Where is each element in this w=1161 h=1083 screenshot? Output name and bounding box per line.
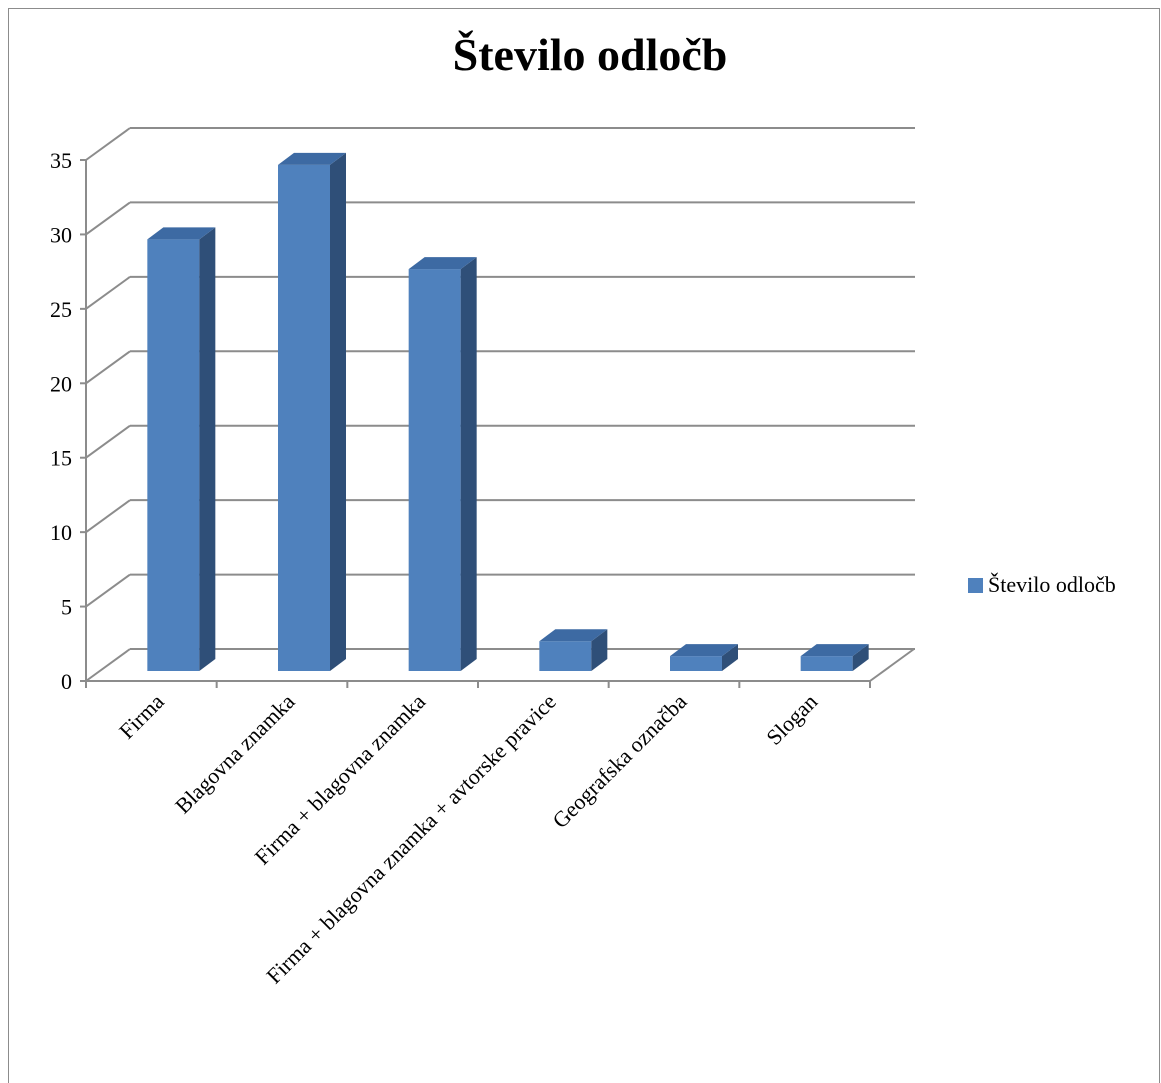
x-category-label: Firma + blagovna znamka + avtorske pravi… (261, 689, 561, 989)
bar-side (852, 644, 869, 671)
y-tick-label: 0 (61, 669, 72, 694)
gridline-diagonal (85, 424, 131, 459)
bar-top (800, 644, 869, 657)
bar-side (591, 629, 608, 671)
bar-side (330, 152, 346, 671)
bar-top (539, 629, 608, 642)
chart-title: Število odločb (452, 29, 728, 80)
bar-top (670, 644, 738, 657)
x-category-label: Slogan (761, 689, 822, 750)
bar-front (408, 269, 461, 671)
floor-right-edge (869, 648, 915, 682)
y-tick-label: 20 (50, 371, 72, 396)
y-tick-label: 30 (50, 222, 72, 247)
gridline-diagonal (85, 648, 131, 682)
legend-label: Število odločb (988, 572, 1116, 597)
x-category-label: Firma (114, 689, 169, 744)
y-tick-label: 25 (50, 297, 72, 322)
gridline-diagonal (85, 127, 131, 161)
bar-top (147, 227, 216, 240)
legend-swatch (968, 577, 983, 593)
bar-side (460, 257, 477, 671)
bar-top (408, 257, 477, 270)
bar-top (278, 152, 346, 165)
x-category-label: Geografska označba (547, 689, 691, 833)
y-tick-label: 15 (50, 446, 72, 471)
gridline-diagonal (85, 201, 131, 236)
bar-side (722, 644, 738, 671)
y-tick-label: 10 (50, 520, 72, 545)
gridline-diagonal (85, 350, 131, 385)
gridline-diagonal (85, 573, 131, 608)
bar-front (800, 656, 853, 671)
gridline-diagonal (85, 499, 131, 533)
bar-front (278, 164, 330, 671)
y-tick-label: 35 (50, 148, 72, 173)
bar-front (539, 641, 592, 671)
x-category-label: Blagovna znamka (170, 689, 300, 819)
y-tick-label: 5 (61, 595, 72, 620)
bar-front (670, 656, 722, 671)
bar-side (199, 227, 216, 672)
bar-front (147, 239, 200, 672)
legend: Število odločb (968, 572, 1116, 598)
gridline-diagonal (85, 276, 131, 310)
